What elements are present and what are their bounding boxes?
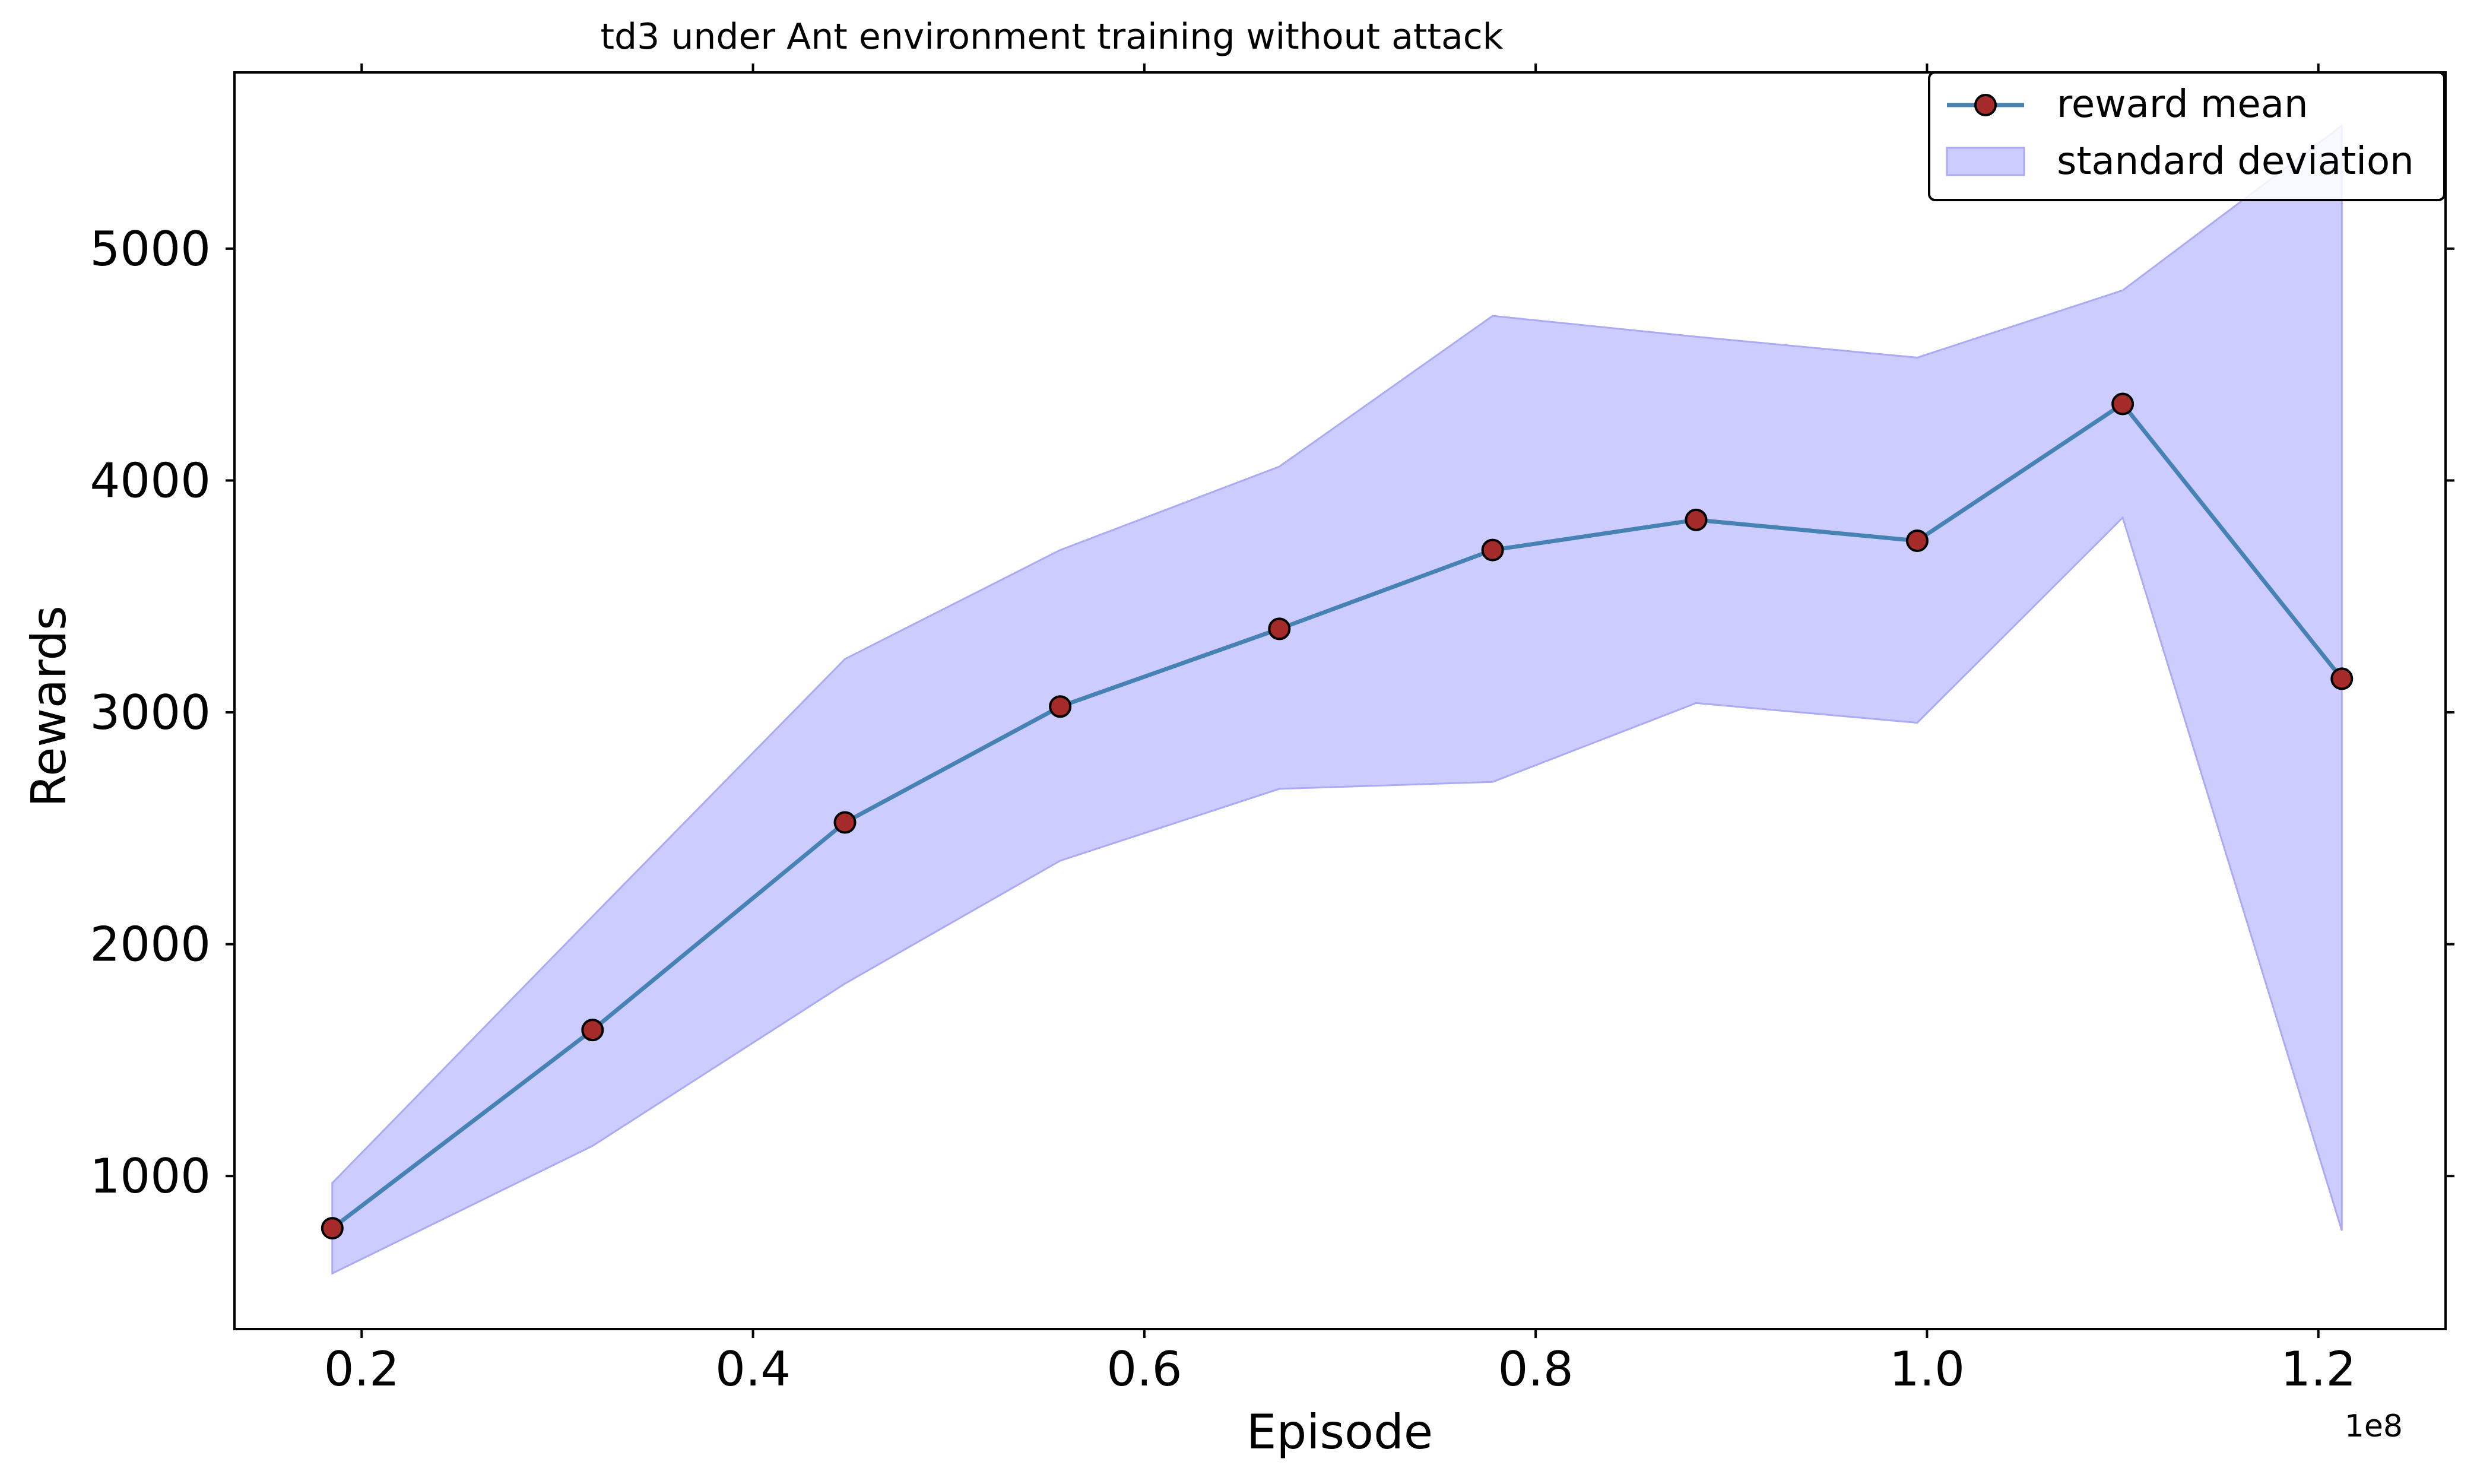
x-tick-label: 0.2 <box>324 1342 399 1397</box>
legend-marker-swatch <box>1974 94 1997 116</box>
reward-mean-point <box>1049 695 1072 718</box>
reward-mean-point <box>1905 529 1929 552</box>
y-tick-label: 2000 <box>90 917 211 972</box>
y-tick-label: 3000 <box>90 685 211 740</box>
y-tick-label: 5000 <box>90 221 211 277</box>
reward-mean-point <box>1481 538 1504 562</box>
legend-label-reward-mean: reward mean <box>2057 83 2308 126</box>
reward-mean-line <box>331 402 2344 1230</box>
x-axis-ticks: 0.2 0.4 0.6 0.8 1.0 1.2 <box>324 64 2356 1397</box>
x-tick-label: 1.0 <box>1889 1342 1965 1397</box>
y-axis-ticks: 1000 2000 3000 4000 5000 <box>90 221 2454 1204</box>
reward-mean-point <box>2111 392 2135 416</box>
x-tick-label: 0.6 <box>1106 1342 1182 1397</box>
x-axis-label: Episode <box>1247 1404 1433 1460</box>
legend-label-standard-deviation: standard deviation <box>2057 139 2414 183</box>
mean-marker-layer <box>321 392 2354 1240</box>
x-tick-label: 0.4 <box>715 1342 791 1397</box>
y-axis-label: Rewards <box>21 605 77 807</box>
mean-line-layer <box>331 402 2344 1230</box>
x-axis-offset-label: 1e8 <box>2345 1409 2403 1444</box>
legend-band-swatch <box>1946 147 2025 176</box>
plot-area-frame <box>233 71 2447 1330</box>
reward-mean-point <box>321 1217 344 1240</box>
reward-mean-point <box>833 811 857 834</box>
chart-title: td3 under Ant environment training witho… <box>601 16 1504 58</box>
std-band-area <box>331 123 2343 1275</box>
x-tick-label: 1.2 <box>2281 1342 2356 1397</box>
reward-mean-point <box>1268 617 1291 640</box>
legend: reward mean standard deviation <box>1928 71 2446 201</box>
reward-mean-point <box>2330 667 2354 690</box>
reward-mean-point <box>581 1019 604 1042</box>
std-band-layer <box>331 123 2343 1275</box>
reward-mean-point <box>1685 508 1708 531</box>
x-tick-label: 0.8 <box>1498 1342 1574 1397</box>
legend-box <box>1928 71 2446 201</box>
y-tick-label: 4000 <box>90 453 211 508</box>
y-tick-label: 1000 <box>90 1149 211 1204</box>
